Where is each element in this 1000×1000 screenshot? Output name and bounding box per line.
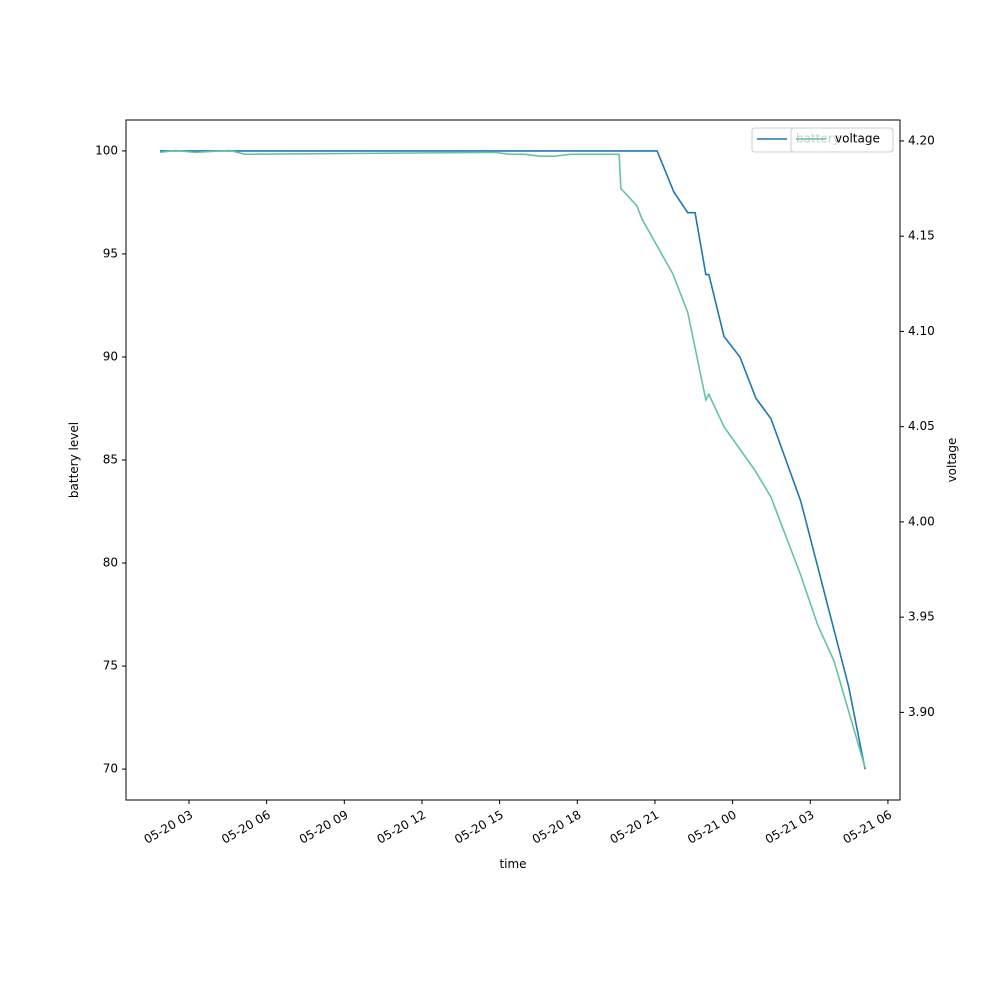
- y2-tick-label: 3.90: [908, 705, 935, 719]
- y-tick-label: 85: [103, 453, 118, 467]
- y-tick-label: 80: [103, 556, 118, 570]
- x-axis-label: time: [499, 857, 526, 871]
- y-tick-label: 70: [103, 762, 118, 776]
- series-line: [159, 149, 866, 768]
- y2-tick-label: 4.20: [908, 133, 935, 147]
- legend-box: [790, 127, 894, 153]
- y2-tick-label: 3.95: [908, 610, 935, 624]
- y-tick-label: 75: [103, 659, 118, 673]
- y2-tick-label: 4.10: [908, 324, 935, 338]
- y2-tick-label: 4.15: [908, 229, 935, 243]
- y2-axis-label: voltage: [945, 438, 959, 483]
- y-tick-label: 100: [95, 143, 118, 157]
- y-tick-label: 95: [103, 246, 118, 260]
- y-axis-label: battery level: [67, 422, 81, 498]
- series-line: [160, 150, 866, 770]
- y2-tick-label: 4.05: [908, 419, 935, 433]
- y-tick-label: 90: [103, 349, 118, 363]
- legend-label: voltage: [835, 132, 880, 146]
- y2-tick-label: 4.00: [908, 514, 935, 528]
